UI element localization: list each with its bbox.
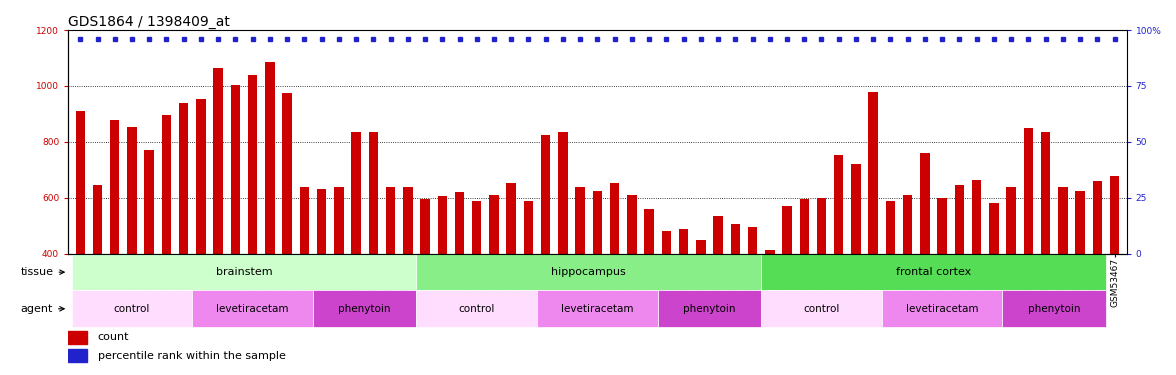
- Bar: [575, 187, 584, 366]
- Bar: [196, 99, 206, 366]
- Bar: [834, 154, 843, 366]
- Bar: [882, 291, 1002, 327]
- Bar: [420, 199, 429, 366]
- Bar: [213, 68, 223, 366]
- Text: frontal cortex: frontal cortex: [896, 267, 971, 277]
- Bar: [920, 153, 930, 366]
- Bar: [403, 187, 413, 366]
- Bar: [93, 185, 102, 366]
- Bar: [761, 254, 1105, 291]
- Bar: [416, 291, 537, 327]
- Bar: [761, 291, 882, 327]
- Text: GDS1864 / 1398409_at: GDS1864 / 1398409_at: [68, 15, 230, 29]
- Bar: [748, 227, 757, 366]
- Bar: [1023, 128, 1033, 366]
- Text: phenytoin: phenytoin: [339, 304, 390, 314]
- Bar: [1075, 191, 1084, 366]
- Bar: [817, 198, 827, 366]
- Bar: [657, 291, 761, 327]
- Bar: [145, 150, 154, 366]
- Bar: [68, 349, 87, 362]
- Bar: [300, 187, 309, 366]
- Bar: [1110, 176, 1120, 366]
- Bar: [971, 180, 982, 366]
- Text: phenytoin: phenytoin: [1028, 304, 1081, 314]
- Bar: [851, 164, 861, 366]
- Bar: [955, 185, 964, 366]
- Bar: [265, 62, 275, 366]
- Text: count: count: [98, 332, 129, 342]
- Bar: [68, 331, 87, 344]
- Bar: [730, 225, 740, 366]
- Text: percentile rank within the sample: percentile rank within the sample: [98, 351, 286, 361]
- Text: brainstem: brainstem: [215, 267, 273, 277]
- Bar: [334, 187, 343, 366]
- Bar: [313, 291, 416, 327]
- Bar: [437, 196, 447, 366]
- Bar: [559, 132, 568, 366]
- Text: levetiracetam: levetiracetam: [216, 304, 289, 314]
- Bar: [72, 254, 416, 291]
- Bar: [541, 135, 550, 366]
- Text: levetiracetam: levetiracetam: [906, 304, 978, 314]
- Text: tissue: tissue: [21, 267, 65, 277]
- Bar: [472, 201, 481, 366]
- Text: hippocampus: hippocampus: [552, 267, 626, 277]
- Bar: [937, 198, 947, 366]
- Bar: [489, 195, 499, 366]
- Bar: [1002, 291, 1105, 327]
- Bar: [230, 85, 240, 366]
- Bar: [1058, 187, 1068, 366]
- Bar: [662, 231, 671, 366]
- Bar: [610, 183, 620, 366]
- Text: control: control: [459, 304, 495, 314]
- Bar: [352, 132, 361, 366]
- Bar: [282, 93, 292, 366]
- Bar: [72, 291, 193, 327]
- Bar: [75, 111, 85, 366]
- Text: levetiracetam: levetiracetam: [561, 304, 634, 314]
- Bar: [868, 92, 878, 366]
- Bar: [193, 291, 313, 327]
- Bar: [1093, 181, 1102, 366]
- Bar: [111, 120, 120, 366]
- Bar: [886, 201, 895, 366]
- Bar: [766, 250, 775, 366]
- Bar: [455, 192, 465, 366]
- Bar: [416, 254, 761, 291]
- Bar: [903, 195, 913, 366]
- Bar: [248, 75, 258, 366]
- Bar: [1041, 132, 1050, 366]
- Bar: [679, 229, 688, 366]
- Text: control: control: [114, 304, 151, 314]
- Text: agent: agent: [21, 304, 65, 314]
- Bar: [523, 201, 533, 366]
- Bar: [627, 195, 636, 366]
- Bar: [593, 191, 602, 366]
- Bar: [644, 209, 654, 366]
- Bar: [714, 216, 723, 366]
- Bar: [696, 240, 706, 366]
- Bar: [179, 103, 188, 366]
- Bar: [800, 199, 809, 366]
- Bar: [1007, 187, 1016, 366]
- Bar: [782, 206, 791, 366]
- Bar: [386, 187, 395, 366]
- Bar: [127, 126, 136, 366]
- Bar: [368, 132, 377, 366]
- Text: control: control: [803, 304, 840, 314]
- Text: phenytoin: phenytoin: [683, 304, 736, 314]
- Bar: [507, 183, 516, 366]
- Bar: [989, 204, 998, 366]
- Bar: [162, 116, 172, 366]
- Bar: [316, 189, 327, 366]
- Bar: [537, 291, 657, 327]
